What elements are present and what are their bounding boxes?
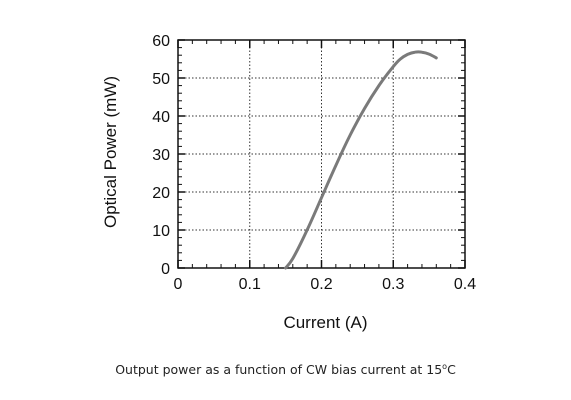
caption-unit: C (447, 362, 456, 378)
y-tick-label: 30 (152, 147, 170, 164)
x-axis-label: Current (A) (283, 313, 367, 332)
y-tick-label: 60 (152, 33, 170, 50)
figure-caption: Output power as a function of CW bias cu… (0, 362, 571, 377)
series-layer (284, 50, 438, 270)
y-axis-label: Optical Power (mW) (101, 76, 120, 228)
plot-frame (177, 39, 466, 269)
y-tick-label: 10 (152, 223, 170, 240)
tick-labels: 0 10 20 30 40 50 60 0 0.1 0.2 0.3 0.4 (152, 33, 476, 293)
caption-text: Output power as a function of CW bias cu… (115, 362, 443, 378)
x-tick-label: 0 (174, 276, 183, 293)
y-tick-label: 50 (152, 71, 170, 88)
series-line (284, 50, 438, 270)
y-tick-label: 20 (152, 185, 170, 202)
line-chart: 0 10 20 30 40 50 60 0 0.1 0.2 0.3 0.4 Current (A) O… (101, 33, 476, 332)
x-tick-label: 0.3 (382, 276, 404, 293)
x-tick-label: 0.1 (239, 276, 261, 293)
x-tick-label: 0.4 (454, 276, 476, 293)
y-tick-label: 0 (161, 261, 170, 278)
grid-lines (178, 40, 465, 268)
y-tick-label: 40 (152, 109, 170, 126)
x-tick-label: 0.2 (310, 276, 332, 293)
degree-mark: o (442, 362, 448, 371)
